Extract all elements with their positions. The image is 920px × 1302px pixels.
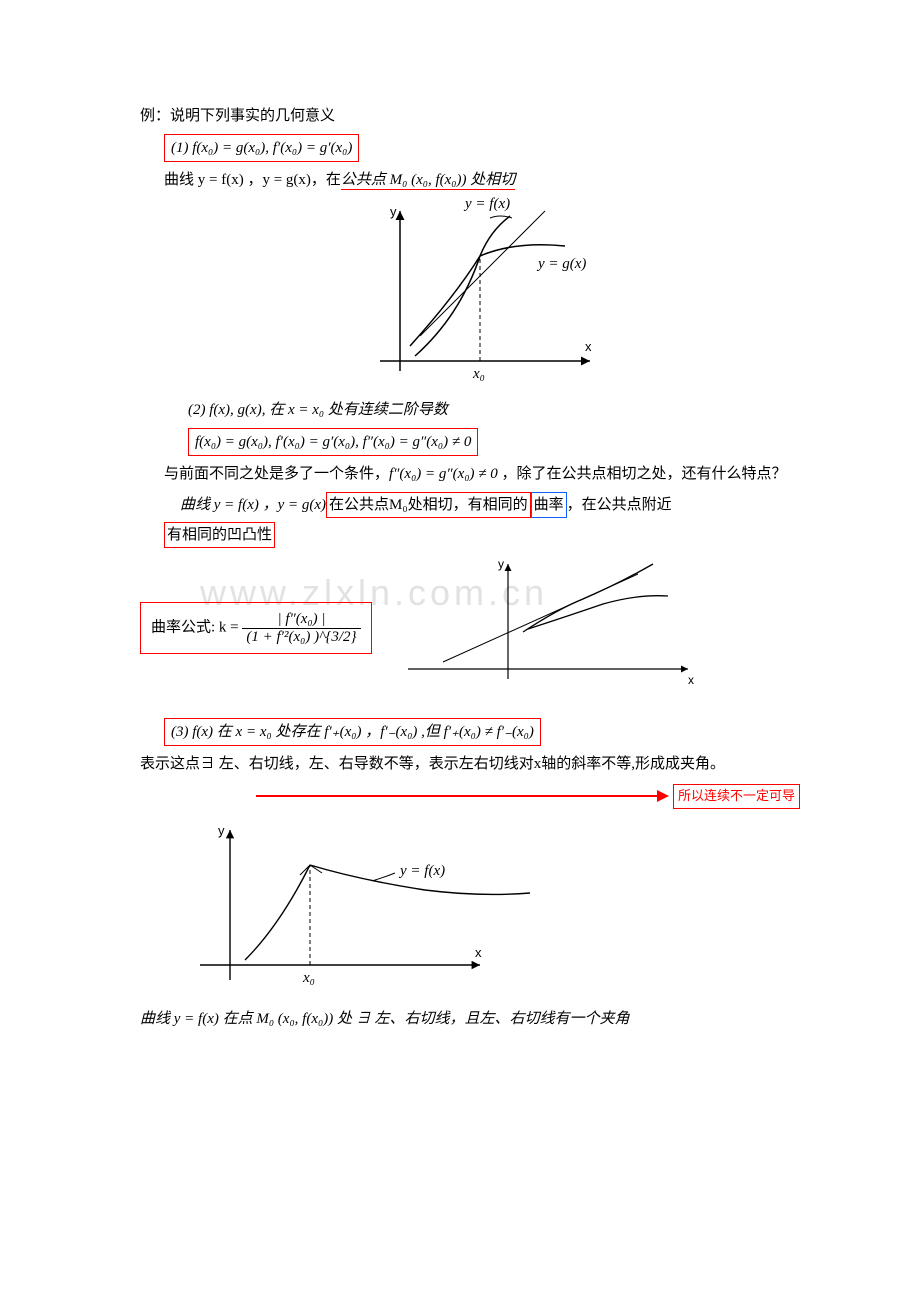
item2-p1a: 与前面不同之处是多了一个条件， (164, 466, 389, 482)
svg-text:x₀: x₀ (472, 366, 485, 382)
item2-p2-blue: 曲率 (531, 492, 567, 518)
item2-diagram: y x (388, 554, 708, 702)
item2-header-text: (2) f(x), g(x), 在 x = x₀ 处有连续二阶导数 (188, 402, 448, 418)
item2-p2-red1: 在公共点M₀处相切，有相同的 (326, 492, 531, 518)
item3-boxed: (3) f(x) 在 x = x₀ 处存在 f′₊(x₀) ，f′₋(x₀) ,… (164, 718, 541, 746)
item1-text-uline: 公共点 M₀ (x₀, f(x₀)) 处相切 (341, 172, 515, 190)
item2-p1math: f″(x₀) = g″(x₀) ≠ 0 (389, 466, 498, 482)
item2-row: www.zlxln.com.cn 曲率公式: k = | f″(x₀) | (1… (140, 554, 800, 702)
curvature-box: 曲率公式: k = | f″(x₀) | (1 + f′²(x₀) )^{3/2… (140, 602, 372, 654)
yaxis-label: y (390, 204, 397, 219)
item2-p2-red2: 有相同的凹凸性 (164, 522, 275, 548)
item3-desc: 表示这点∃ 左、右切线，左、右导数不等，表示左右切线对x轴的斜率不等,形成成夹角… (140, 752, 800, 776)
item2-boxed: f(x₀) = g(x₀), f′(x₀) = g′(x₀), f″(x₀) =… (188, 428, 478, 456)
item3-diagram: y x x₀ y = f(x) (160, 815, 580, 1003)
item3-arrow-row: 所以连续不一定可导 (140, 782, 800, 811)
item1-text-pre: 曲线 y = f(x) ，y = g(x)，在 (164, 172, 341, 188)
item1-text: 曲线 y = f(x) ，y = g(x)，在公共点 M₀ (x₀, f(x₀)… (164, 168, 800, 192)
curvature-label: 曲率公式: k = (151, 619, 239, 635)
red-arrow (256, 795, 667, 797)
item2-para2: 曲线 y = f(x) ，y = g(x)在公共点M₀处相切，有相同的曲率，在公… (164, 490, 800, 550)
svg-text:x: x (475, 945, 482, 960)
curvature-num: | f″(x₀) | (242, 611, 360, 629)
item2-p1b: ，除了在公共点相切之处，还有什么特点？ (498, 466, 787, 482)
svg-text:x: x (688, 673, 694, 687)
item2-para1: 与前面不同之处是多了一个条件，f″(x₀) = g″(x₀) ≠ 0 ，除了在公… (164, 462, 800, 486)
item3-footer: 曲线 y = f(x) 在点 M₀ (x₀, f(x₀)) 处 ∃ 左、右切线，… (140, 1007, 800, 1031)
page-title: 例：说明下列事实的几何意义 (140, 104, 800, 128)
svg-text:y = f(x): y = f(x) (398, 863, 445, 879)
svg-text:y = f(x): y = f(x) (463, 196, 510, 212)
item1-boxed: (1) f(x₀) = g(x₀), f′(x₀) = g′(x₀) (164, 134, 359, 162)
item2-p2a: 曲线 y = f(x) ，y = g(x) (180, 497, 326, 513)
item1-diagram: y x x₀ y = f(x) y = g(x) (320, 196, 620, 394)
item2-p2-mid: ，在公共点附近 (567, 497, 672, 513)
svg-text:y: y (498, 557, 504, 571)
svg-text:y: y (218, 823, 225, 838)
svg-text:x₀: x₀ (302, 970, 315, 986)
curvature-frac: | f″(x₀) | (1 + f′²(x₀) )^{3/2} (242, 611, 360, 645)
item3-note: 所以连续不一定可导 (673, 784, 800, 809)
curvature-den: (1 + f′²(x₀) )^{3/2} (242, 629, 360, 646)
xaxis-label: x (585, 339, 592, 354)
svg-text:y = g(x): y = g(x) (536, 256, 586, 272)
item2-header: (2) f(x), g(x), 在 x = x₀ 处有连续二阶导数 (188, 398, 800, 422)
